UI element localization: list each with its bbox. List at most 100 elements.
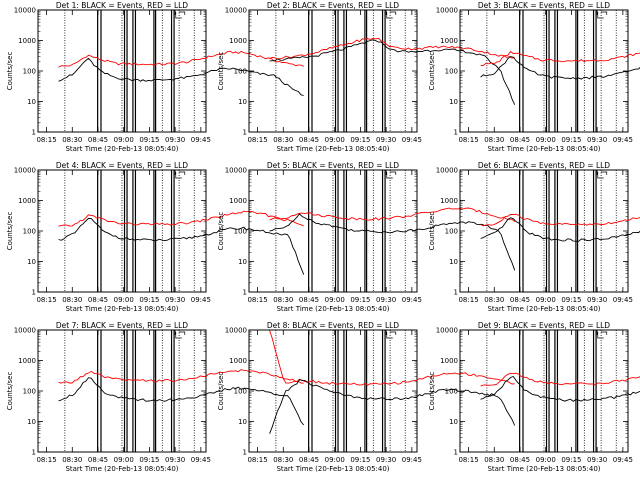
events-series-line	[58, 57, 304, 96]
panel-3: Det 3: BLACK = Events, RED = LLD 1 10 100 10…	[428, 1, 640, 153]
x-tick-label: 08:30	[273, 456, 293, 464]
y-tick-label: 10000	[14, 167, 36, 175]
x-tick-label: 08:45	[510, 296, 530, 304]
x-axis-title: Start Time (20-Feb-13 08:05:40)	[276, 465, 389, 473]
y-tick-label: 1000	[229, 197, 247, 205]
panel-title: Det 8: BLACK = Events, RED = LLD	[267, 321, 399, 330]
y-tick-label: 10	[27, 418, 36, 426]
x-axis-title: Start Time (20-Feb-13 08:05:40)	[65, 305, 178, 313]
y-tick-label: 1	[243, 289, 247, 297]
y-tick-label: 100	[445, 388, 458, 396]
lld-series-line	[58, 369, 304, 384]
y-tick-label: 100	[23, 388, 36, 396]
attenuator-marker	[597, 11, 608, 19]
y-tick-label: 10000	[14, 7, 36, 15]
panel-title: Det 6: BLACK = Events, RED = LLD	[478, 161, 610, 170]
lld-series-line	[58, 210, 304, 227]
x-tick-label: 09:00	[114, 136, 134, 144]
x-tick-label: 09:30	[165, 456, 185, 464]
events-series-line	[480, 56, 640, 80]
x-tick-label: 09:30	[587, 296, 607, 304]
panel-title: Det 9: BLACK = Events, RED = LLD	[478, 321, 610, 330]
x-tick-label: 09:15	[561, 456, 581, 464]
panel-5: Det 5: BLACK = Events, RED = LLD11010010…	[217, 161, 516, 313]
y-tick-label: 10000	[225, 7, 247, 15]
y-tick-label: 10	[449, 258, 458, 266]
y-tick-label: 10000	[225, 327, 247, 335]
y-tick-label: 1	[454, 129, 458, 137]
x-tick-label: 09:30	[376, 136, 396, 144]
y-tick-label: 100	[23, 68, 36, 76]
y-axis-title: Counts/sec	[6, 212, 14, 251]
lld-series-line	[480, 213, 640, 227]
y-axis-title: Counts/sec	[428, 212, 436, 251]
y-tick-label: 100	[445, 68, 458, 76]
y-axis-title: Counts/sec	[428, 372, 436, 411]
panel-title: Det 2: BLACK = Events, RED = LLD	[267, 1, 399, 10]
events-series-line	[58, 377, 305, 426]
x-tick-label: 08:30	[484, 296, 504, 304]
x-tick-label: 09:15	[350, 296, 370, 304]
x-tick-label: 09:30	[376, 296, 396, 304]
x-axis-title: Start Time (20-Feb-13 08:05:40)	[65, 465, 178, 473]
x-tick-label: 09:15	[139, 456, 159, 464]
y-tick-label: 1	[32, 449, 36, 457]
lld-series-line	[480, 50, 640, 67]
panel-1: Det 1: BLACK = Events, RED = LLD11010010…	[6, 1, 304, 153]
panel-title: Det 4: BLACK = Events, RED = LLD	[56, 161, 188, 170]
y-axis-title: Counts/sec	[217, 212, 225, 251]
lld-series-line	[269, 37, 515, 60]
x-tick-label: 09:15	[139, 296, 159, 304]
x-tick-label: 09:15	[561, 296, 581, 304]
x-tick-label: 09:15	[139, 136, 159, 144]
x-tick-label: 09:00	[325, 456, 345, 464]
x-tick-label: 09:00	[536, 296, 556, 304]
x-tick-label: 08:30	[273, 136, 293, 144]
events-series-line	[269, 213, 516, 271]
y-tick-label: 10000	[436, 7, 458, 15]
x-axis-title: Start Time (20-Feb-13 08:05:40)	[276, 145, 389, 153]
x-tick-label: 08:15	[36, 456, 56, 464]
x-axis-title: Start Time (20-Feb-13 08:05:40)	[276, 305, 389, 313]
attenuator-marker	[175, 11, 186, 19]
x-tick-label: 08:45	[299, 296, 319, 304]
panel-6: Det 6: BLACK = Events, RED = LLD 1 10 100 10…	[428, 161, 640, 313]
y-tick-label: 10	[238, 98, 247, 106]
x-tick-label: 09:45	[613, 136, 633, 144]
y-tick-label: 100	[234, 68, 247, 76]
x-tick-label: 08:45	[88, 296, 108, 304]
y-tick-label: 10000	[225, 167, 247, 175]
x-tick-label: 08:30	[62, 136, 82, 144]
x-tick-label: 08:45	[88, 456, 108, 464]
x-tick-label: 08:15	[458, 296, 478, 304]
x-tick-label: 09:45	[402, 456, 422, 464]
panel-title: Det 1: BLACK = Events, RED = LLD	[56, 1, 188, 10]
y-tick-label: 1000	[18, 357, 36, 365]
y-tick-label: 10000	[436, 327, 458, 335]
x-tick-label: 09:45	[613, 456, 633, 464]
x-tick-label: 08:45	[299, 136, 319, 144]
y-tick-label: 10000	[436, 167, 458, 175]
y-tick-label: 1	[243, 449, 247, 457]
events-series-line	[480, 375, 640, 402]
x-tick-label: 08:15	[36, 296, 56, 304]
events-series-line	[58, 217, 305, 275]
y-axis-title: Counts/sec	[6, 372, 14, 411]
x-tick-label: 09:45	[191, 296, 211, 304]
y-tick-label: 1000	[18, 37, 36, 45]
y-tick-label: 10	[238, 258, 247, 266]
x-tick-label: 09:00	[325, 296, 345, 304]
x-tick-label: 09:15	[350, 136, 370, 144]
y-axis-title: Counts/sec	[6, 52, 14, 91]
lld-series-line	[269, 207, 515, 222]
x-tick-label: 08:30	[62, 296, 82, 304]
attenuator-marker	[175, 171, 186, 179]
y-tick-label: 1	[32, 289, 36, 297]
y-tick-label: 1	[454, 289, 458, 297]
y-tick-label: 100	[234, 228, 247, 236]
x-tick-label: 09:15	[561, 136, 581, 144]
x-tick-label: 09:30	[165, 136, 185, 144]
y-tick-label: 10	[449, 98, 458, 106]
events-series-line	[269, 379, 516, 434]
attenuator-marker	[386, 171, 397, 179]
